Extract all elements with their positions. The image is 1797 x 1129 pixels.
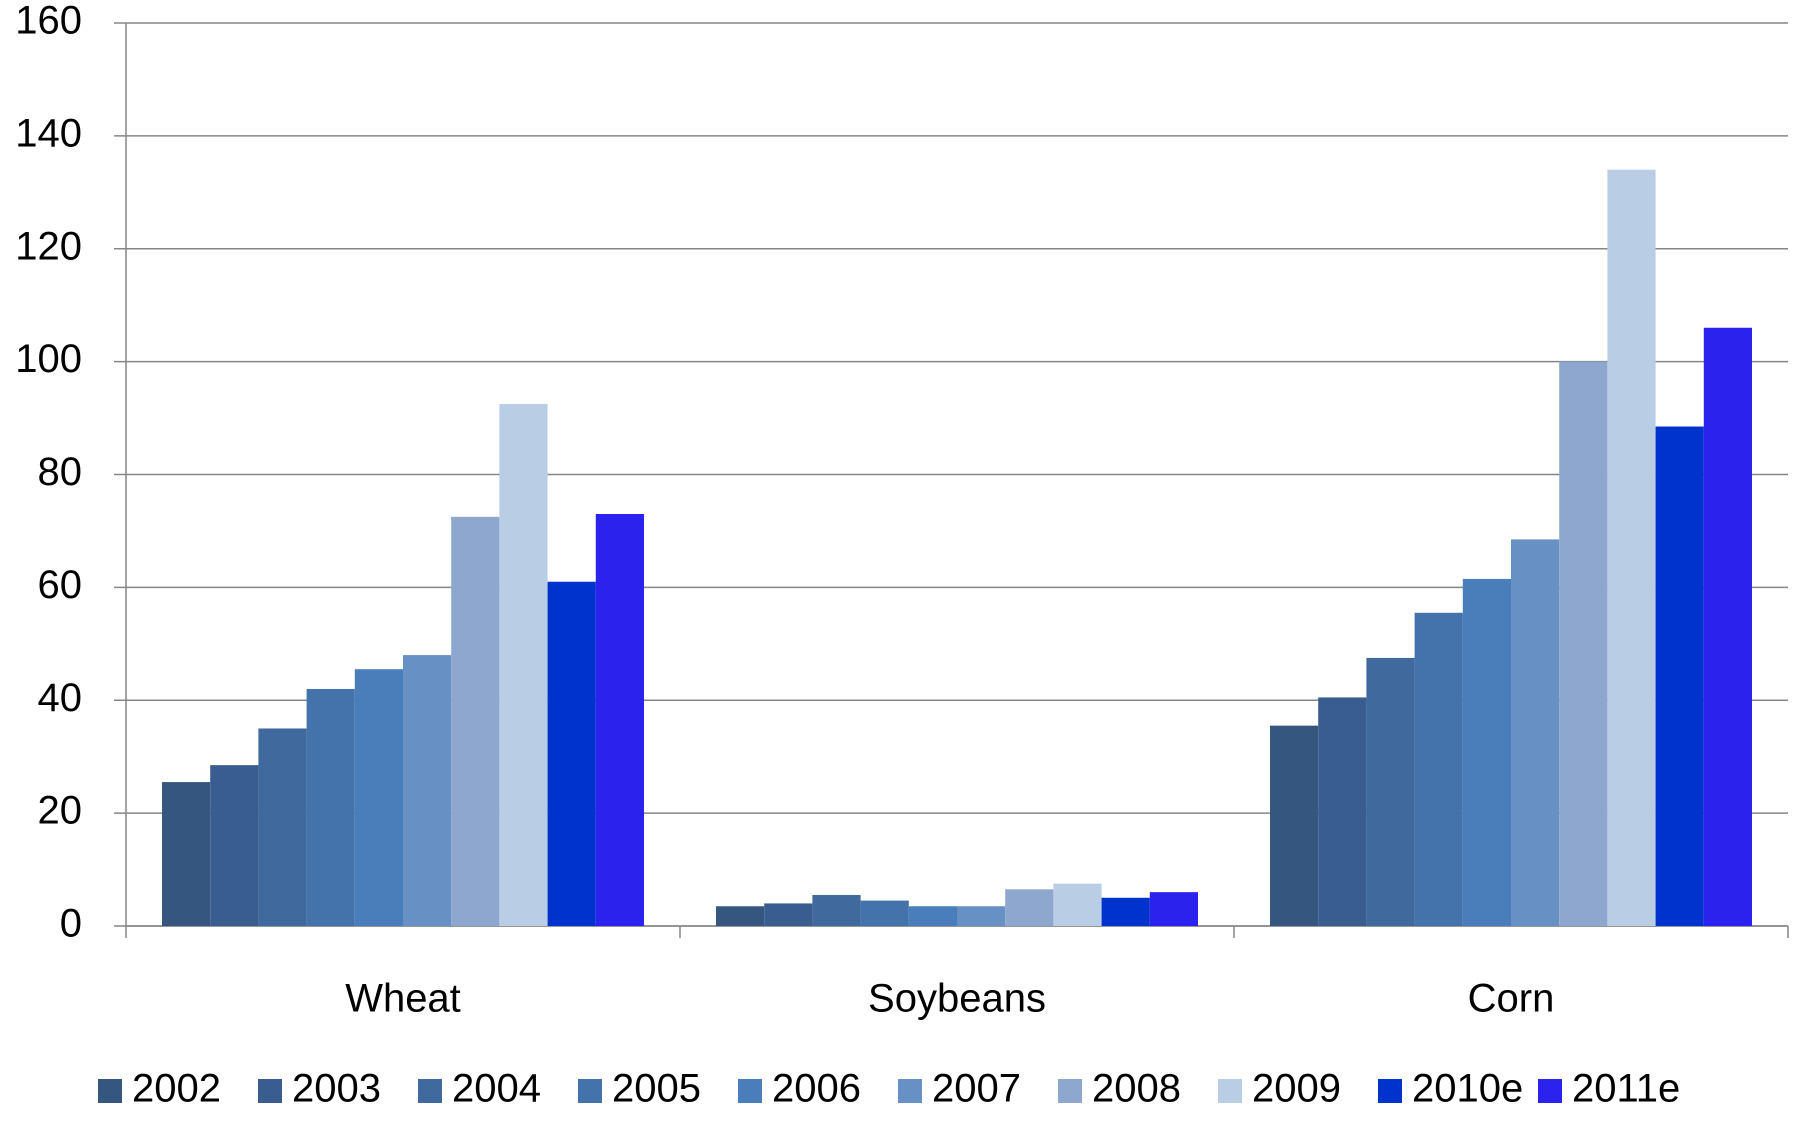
bar xyxy=(1005,889,1054,926)
bar xyxy=(354,669,403,926)
bar xyxy=(547,581,596,926)
legend-swatch xyxy=(98,1079,122,1103)
legend-label: 2009 xyxy=(1252,1067,1341,1111)
bar xyxy=(1101,897,1150,926)
bar xyxy=(1607,169,1656,927)
x-tick-label: Soybeans xyxy=(868,977,1046,1021)
bar xyxy=(1270,725,1319,926)
bar xyxy=(764,903,813,926)
bar xyxy=(1462,578,1511,926)
bar xyxy=(595,514,644,926)
legend-swatch xyxy=(578,1079,602,1103)
y-tick-label: 120 xyxy=(15,224,82,268)
legend-swatch xyxy=(1378,1079,1402,1103)
bar xyxy=(1318,697,1367,926)
bar xyxy=(210,765,259,926)
y-tick-label: 100 xyxy=(15,337,82,381)
bar xyxy=(1414,612,1463,926)
bar xyxy=(162,782,211,926)
legend-swatch xyxy=(1218,1079,1242,1103)
bar xyxy=(957,906,1006,926)
bar xyxy=(812,894,861,926)
legend-label: 2004 xyxy=(452,1067,541,1111)
y-tick-label: 160 xyxy=(15,0,82,43)
legend-swatch xyxy=(738,1079,762,1103)
legend-swatch xyxy=(258,1079,282,1103)
legend-swatch xyxy=(1058,1079,1082,1103)
x-tick-label: Corn xyxy=(1468,977,1555,1021)
y-tick-label: 60 xyxy=(38,563,83,607)
legend-label: 2011e xyxy=(1572,1067,1680,1111)
y-tick-label: 80 xyxy=(38,450,83,494)
legend-label: 2007 xyxy=(932,1067,1021,1111)
bar xyxy=(1366,657,1415,926)
bar xyxy=(499,403,548,926)
bar xyxy=(1559,361,1608,926)
y-tick-label: 20 xyxy=(38,789,83,833)
legend-swatch xyxy=(418,1079,442,1103)
legend-label: 2010e xyxy=(1412,1067,1523,1111)
bar xyxy=(1703,327,1752,926)
y-tick-label: 140 xyxy=(15,111,82,155)
legend-label: 2005 xyxy=(612,1067,701,1111)
bar xyxy=(1149,892,1198,926)
legend-label: 2008 xyxy=(1092,1067,1181,1111)
bar xyxy=(1511,539,1560,926)
bar xyxy=(258,728,307,926)
bar xyxy=(908,906,957,926)
y-tick-label: 0 xyxy=(60,902,82,946)
legend-label: 2003 xyxy=(292,1067,381,1111)
bar xyxy=(451,516,500,926)
legend-label: 2002 xyxy=(132,1067,221,1111)
bar xyxy=(860,900,909,926)
bar xyxy=(716,906,765,926)
legend-swatch xyxy=(898,1079,922,1103)
bar xyxy=(1655,426,1704,926)
legend-swatch xyxy=(1538,1079,1562,1103)
bar xyxy=(403,655,452,926)
bar xyxy=(306,688,355,926)
y-tick-label: 40 xyxy=(38,676,83,720)
bar xyxy=(1053,883,1102,926)
x-tick-label: Wheat xyxy=(345,977,461,1021)
legend-label: 2006 xyxy=(772,1067,861,1111)
